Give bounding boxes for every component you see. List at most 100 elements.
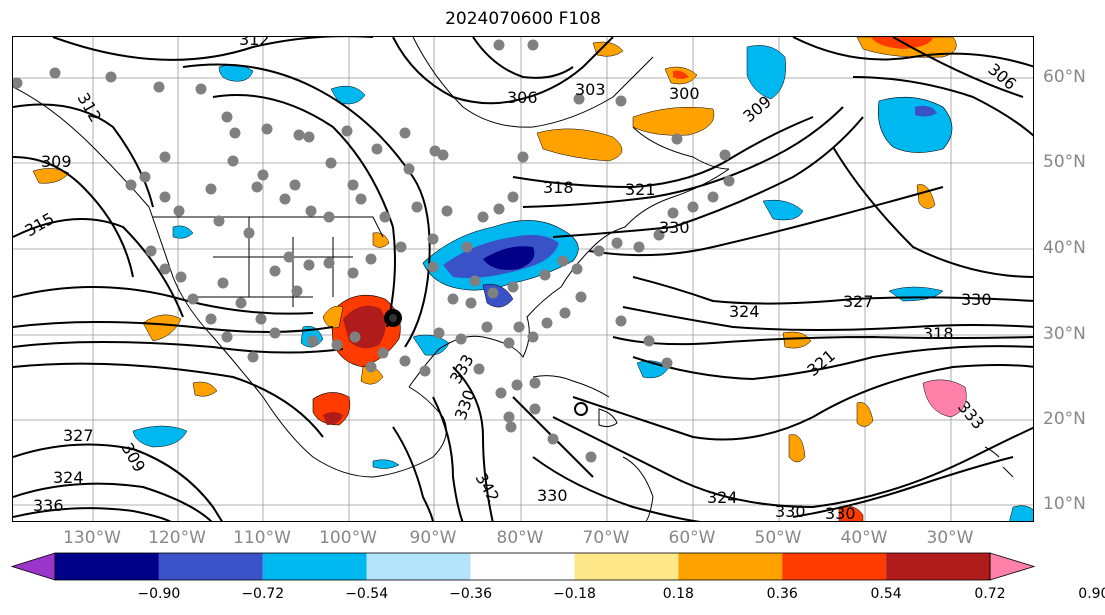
latitude-label: 50°N — [1043, 152, 1086, 172]
colorbar-cell — [574, 553, 679, 580]
observation-dot — [331, 339, 343, 351]
latitude-label: 10°N — [1043, 494, 1086, 514]
observation-dot — [505, 421, 517, 433]
observation-dot — [661, 357, 673, 369]
observation-dot — [159, 263, 171, 275]
observation-dot — [145, 245, 157, 257]
contour-lines — [13, 37, 1033, 521]
observation-dot — [365, 253, 377, 265]
observation-dot — [707, 191, 719, 203]
colorbar-extension-high — [989, 552, 1036, 581]
hurricane-center-marker — [384, 309, 402, 327]
observation-dot — [653, 229, 665, 241]
observation-dot — [283, 251, 295, 263]
observation-dot — [303, 259, 315, 271]
observation-dot — [257, 169, 269, 181]
colorbar-tick-label: 0.90 — [1078, 586, 1105, 602]
observation-dot — [419, 365, 431, 377]
contour-label: 321 — [625, 180, 656, 199]
observation-dot — [547, 433, 559, 445]
contour-label: 330 — [825, 504, 856, 522]
observation-dot — [175, 271, 187, 283]
observation-dot — [379, 211, 391, 223]
observation-dot — [719, 149, 731, 161]
observation-dot — [503, 337, 515, 349]
contour-label: 306 — [507, 88, 538, 107]
observation-dot — [255, 313, 267, 325]
colorbar-tick-label: 0.72 — [974, 586, 1006, 602]
latitude-label: 60°N — [1043, 67, 1086, 87]
observation-dot — [195, 83, 207, 95]
observation-dot — [235, 297, 247, 309]
contour-label: 306 — [984, 60, 1020, 94]
observation-dot — [559, 307, 571, 319]
observation-dot — [687, 201, 699, 213]
observation-dot — [461, 241, 473, 253]
observation-dot — [529, 377, 541, 389]
observation-dot — [633, 241, 645, 253]
observation-dot — [465, 297, 477, 309]
observation-dot — [643, 335, 655, 347]
observation-dot — [573, 93, 585, 105]
contour-label: 324 — [707, 488, 738, 507]
longitude-label: 40°W — [840, 528, 888, 548]
observation-dot — [585, 451, 597, 463]
colorbar-extension-low — [10, 552, 56, 581]
observation-dot — [355, 193, 367, 205]
observation-dot — [243, 227, 255, 239]
observation-dot — [213, 215, 225, 227]
observation-dot — [399, 355, 411, 367]
map-panel: 312 306 303 300 306 309 312 309 315 318 … — [12, 36, 1034, 522]
observation-dot — [153, 81, 165, 93]
shaded-field — [32, 37, 1033, 521]
observation-dot — [371, 143, 383, 155]
observation-dots — [13, 39, 735, 463]
observation-dot — [217, 277, 229, 289]
contour-label: 330 — [537, 486, 568, 505]
longitude-label: 90°W — [409, 528, 457, 548]
observation-dot — [539, 269, 551, 281]
observation-dot — [221, 331, 233, 343]
observation-dot — [469, 275, 481, 287]
observation-dot — [279, 193, 291, 205]
observation-dot — [261, 123, 273, 135]
observation-dot — [269, 327, 281, 339]
observation-dot — [377, 347, 389, 359]
longitude-label: 120°W — [148, 528, 206, 548]
observation-dot — [493, 39, 505, 51]
low-center-marker — [574, 402, 588, 416]
observation-dot — [615, 95, 627, 107]
colorbar — [10, 552, 1036, 581]
contour-label: 333 — [446, 351, 478, 387]
contour-label: 318 — [543, 178, 574, 197]
observation-dot — [341, 125, 353, 137]
latitude-label: 30°N — [1043, 324, 1086, 344]
observation-dot — [477, 211, 489, 223]
observation-dot — [205, 183, 217, 195]
observation-dot — [403, 163, 415, 175]
observation-dot — [349, 331, 361, 343]
observation-dot — [269, 265, 281, 277]
observation-dot — [307, 335, 319, 347]
contour-label: 330 — [961, 290, 992, 309]
observation-dot — [487, 287, 499, 299]
contour-label: 342 — [472, 470, 504, 506]
contour-label: 312 — [239, 37, 270, 49]
colorbar-tick-label: −0.18 — [552, 586, 596, 602]
observation-dot — [557, 255, 569, 267]
observation-dot — [247, 351, 259, 363]
latitude-label: 40°N — [1043, 238, 1086, 258]
colorbar-tick-label: 0.18 — [662, 586, 694, 602]
contour-label: 324 — [729, 302, 760, 321]
observation-dot — [667, 207, 679, 219]
observation-dot — [507, 191, 519, 203]
observation-dot — [323, 211, 335, 223]
contour-label: 321 — [803, 346, 839, 380]
observation-dot — [481, 321, 493, 333]
colorbar-tick-label: −0.72 — [241, 586, 285, 602]
observation-dot — [159, 151, 171, 163]
contour-label: 324 — [53, 468, 84, 487]
observation-dot — [229, 127, 241, 139]
observation-dot — [513, 321, 525, 333]
colorbar-tick-label: −0.36 — [449, 586, 492, 602]
